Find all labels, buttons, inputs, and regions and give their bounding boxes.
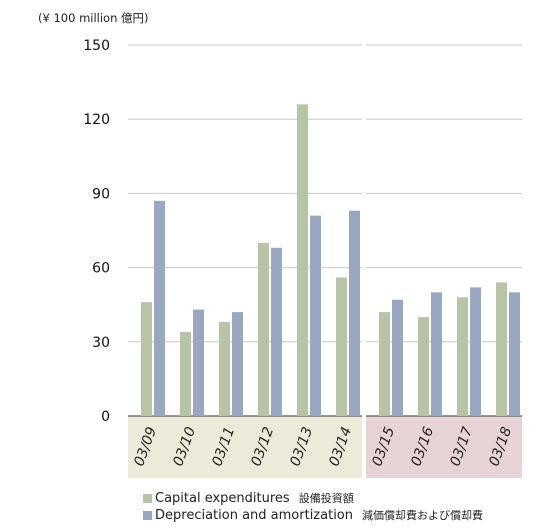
bar-depreciation-03-18: [509, 292, 520, 416]
legend-label-capex-ja: 設備投資額: [298, 492, 354, 505]
bars: [141, 104, 520, 417]
bar-capex-03-17: [457, 297, 468, 416]
bar-capex-03-13: [297, 104, 308, 417]
bar-depreciation-03-11: [232, 312, 243, 416]
bar-depreciation-03-13: [310, 215, 321, 416]
bar-depreciation-03-12: [271, 247, 282, 416]
legend: Capital expenditures 設備投資額 Depreciation …: [143, 490, 483, 524]
category-band-1: [128, 416, 362, 478]
bar-capex-03-09: [141, 302, 152, 416]
bar-depreciation-03-15: [392, 299, 403, 416]
legend-label-depreciation-ja: 減価償却費および償却費: [362, 509, 483, 522]
y-tick-label-150: 150: [83, 38, 110, 54]
y-axis-ticks: 0 30 60 90 120 150: [83, 38, 110, 425]
unit-label: (¥ 100 million 億円): [38, 11, 149, 25]
bar-capex-03-16: [418, 317, 429, 416]
y-tick-label-120: 120: [83, 112, 110, 128]
bar-depreciation-03-14: [349, 210, 360, 416]
bar-capex-03-10: [180, 331, 191, 416]
legend-label-depreciation: Depreciation and amortization: [155, 508, 353, 523]
y-tick-label-0: 0: [101, 409, 110, 425]
bar-depreciation-03-10: [193, 309, 204, 416]
bar-capex-03-15: [379, 312, 390, 416]
legend-item-depreciation: Depreciation and amortization 減価償却費および償却…: [143, 507, 483, 524]
category-band-2: [366, 416, 522, 478]
y-tick-label-90: 90: [92, 186, 110, 202]
bar-depreciation-03-09: [154, 200, 165, 416]
bar-depreciation-03-16: [431, 292, 442, 416]
y-tick-label-30: 30: [92, 335, 110, 351]
category-bands: [128, 416, 522, 478]
legend-swatch-depreciation: [143, 511, 152, 520]
bar-depreciation-03-17: [470, 287, 481, 416]
legend-swatch-capex: [143, 494, 152, 503]
legend-label-capex: Capital expenditures: [155, 491, 290, 506]
bar-capex-03-11: [219, 322, 230, 416]
bar-capex-03-14: [336, 277, 347, 416]
legend-item-capex: Capital expenditures 設備投資額: [143, 490, 483, 507]
bar-capex-03-12: [258, 242, 269, 416]
bar-capex-03-18: [496, 282, 507, 416]
y-tick-label-60: 60: [92, 261, 110, 277]
gridlines: [128, 44, 522, 417]
